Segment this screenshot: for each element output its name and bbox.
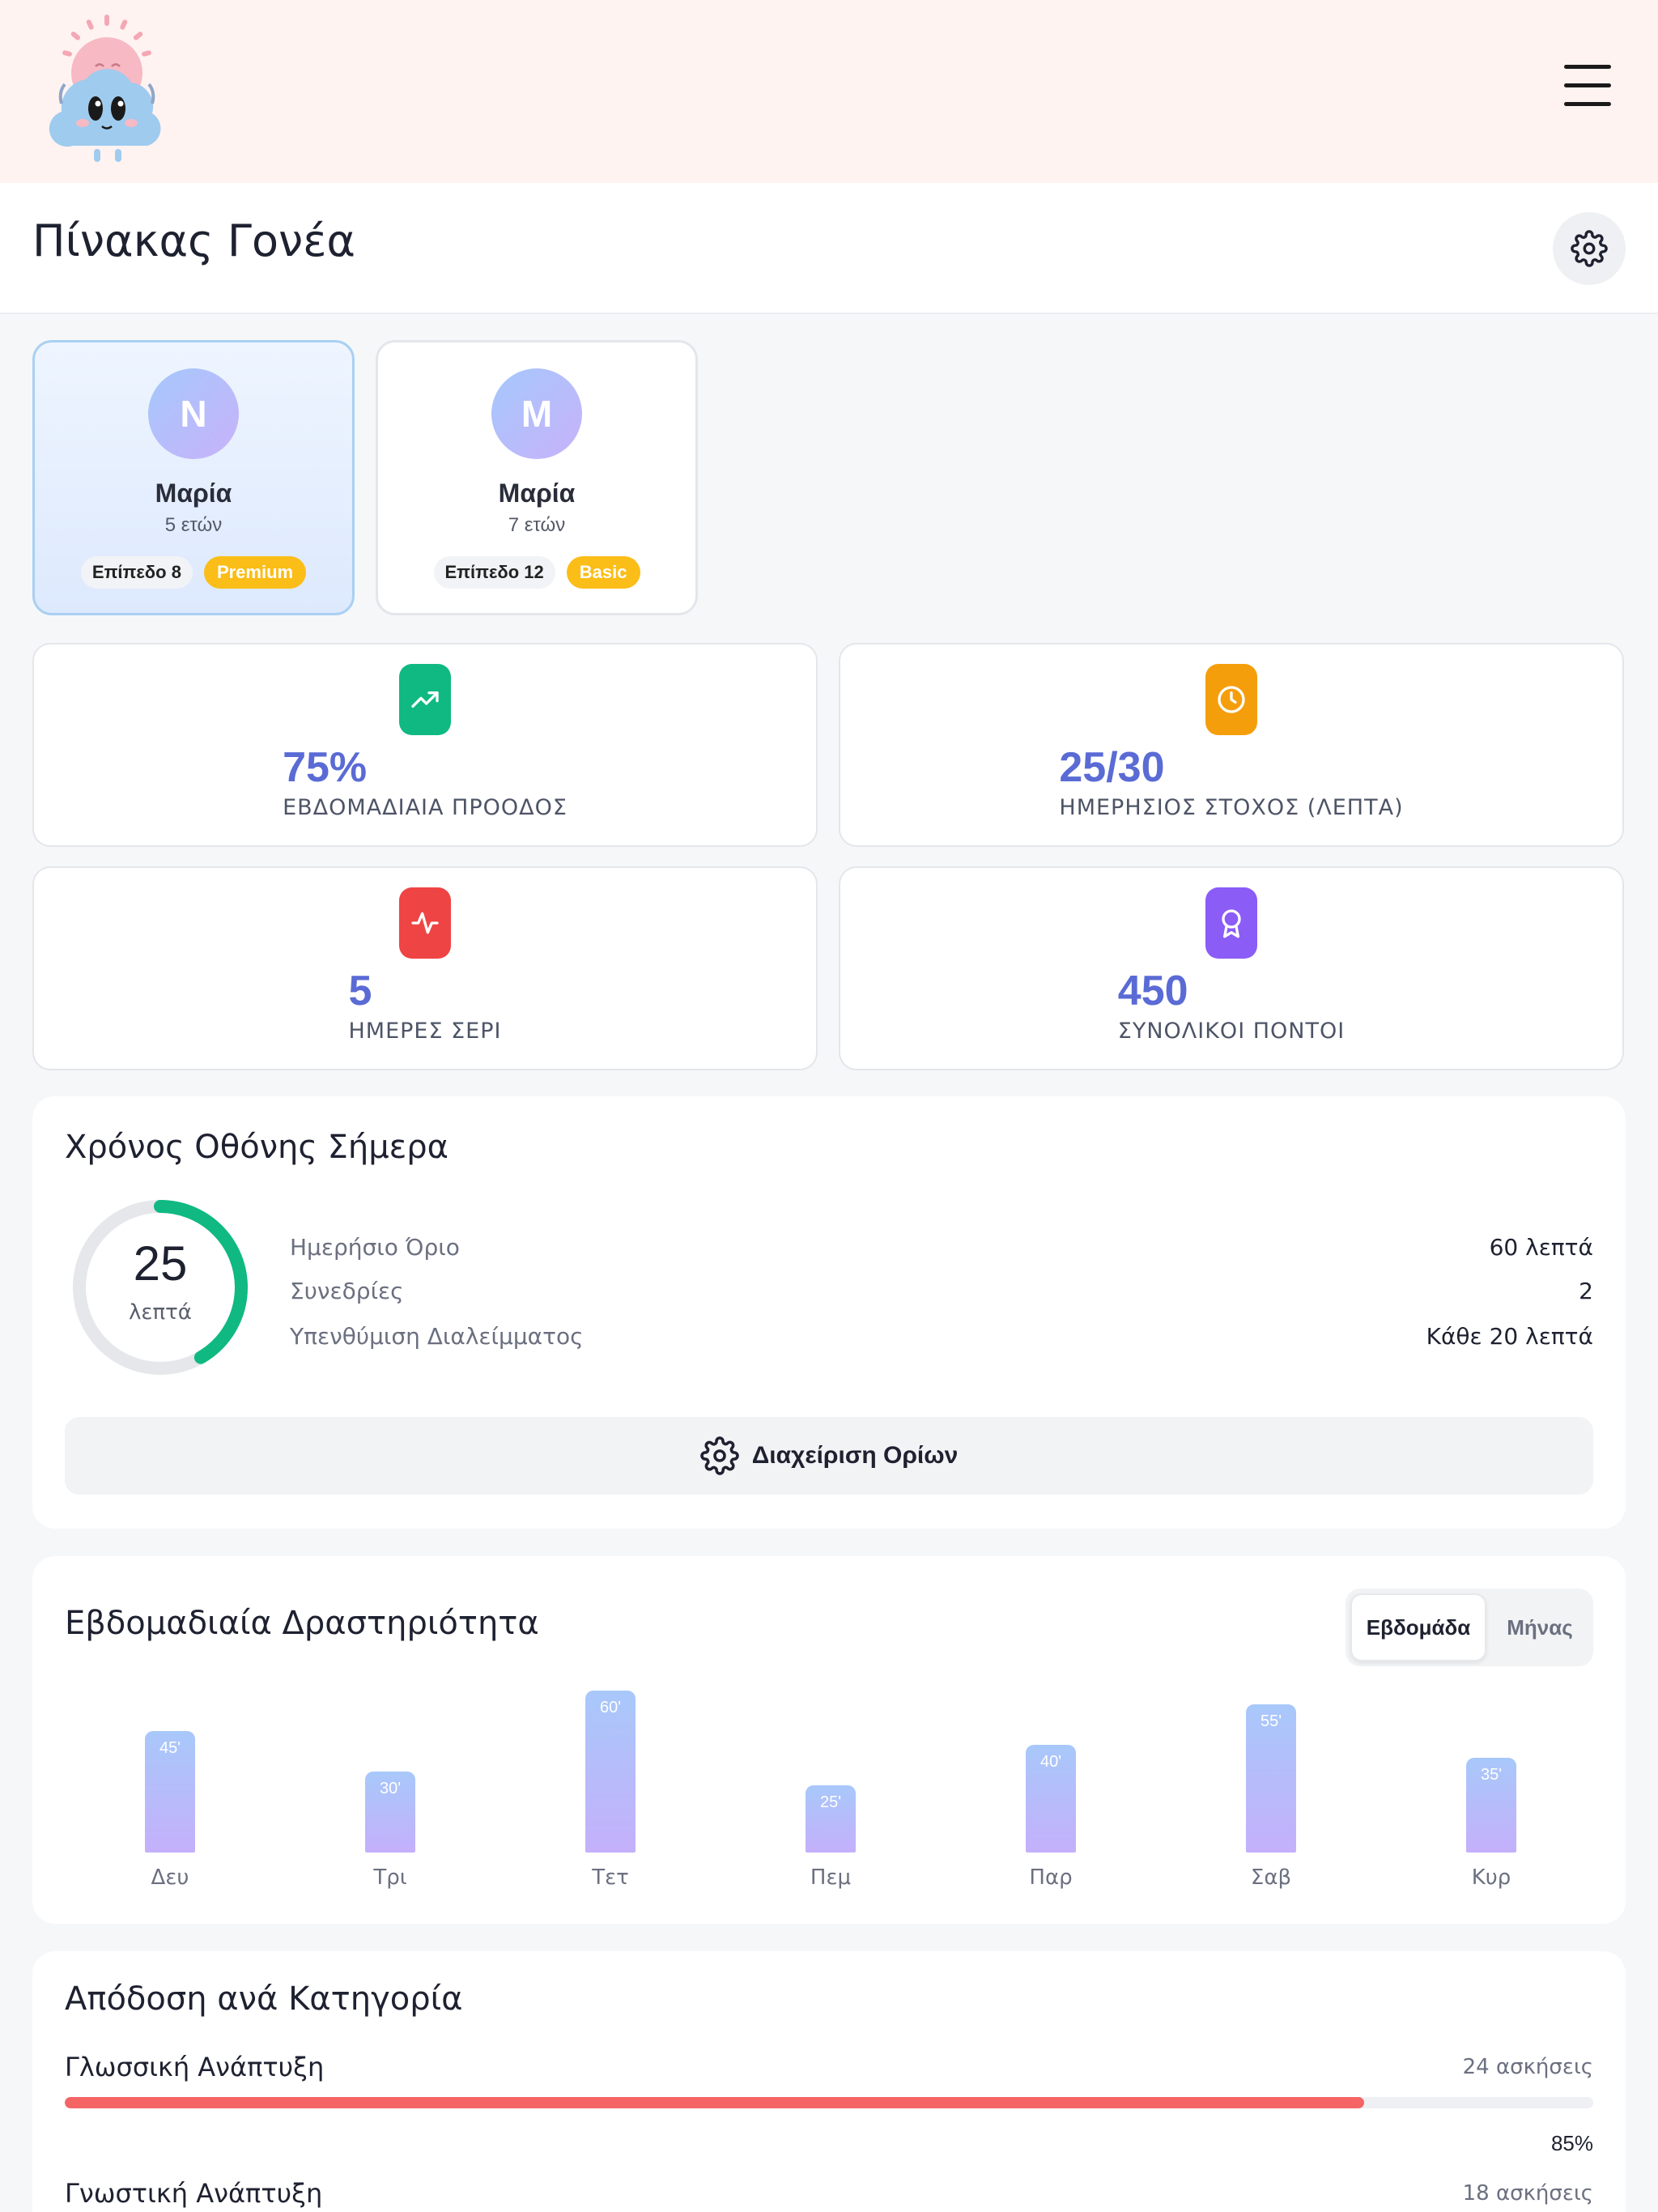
info-value: Κάθε 20 λεπτά [1426, 1323, 1593, 1350]
manage-limits-button[interactable]: Διαχείριση Ορίων [65, 1417, 1593, 1495]
category-name: Γλωσσική Ανάπτυξη [65, 2052, 325, 2082]
bar-Δευ: 45' [145, 1731, 195, 1853]
info-value: 2 [1579, 1278, 1593, 1304]
info-row-daily-limit: Ημερήσιο Όριο 60 λεπτά [290, 1234, 1593, 1274]
category-progress-track [65, 2097, 1593, 2108]
day-label: Δευ [151, 1865, 189, 1890]
weekly-activity-panel: Εβδομαδιαία Δραστηριότητα Εβδομάδα Μήνας… [32, 1556, 1626, 1924]
category-performance-panel: Απόδοση ανά Κατηγορία Γλωσσική Ανάπτυξη … [32, 1951, 1626, 2212]
stat-icon-bg [1205, 664, 1257, 735]
gear-icon [1571, 230, 1608, 267]
category-percent: 85% [1550, 2131, 1593, 2155]
avatar: M [491, 368, 582, 459]
clock-icon [1218, 686, 1245, 713]
screen-time-panel: Χρόνος Οθόνης Σήμερα 25 λεπτά Ημερήσιο Ό… [32, 1096, 1626, 1529]
bar-Πεμ: 25' [806, 1784, 856, 1853]
child-age: 7 ετών [508, 514, 566, 536]
page-header: Πίνακας Γονέα [0, 183, 1658, 314]
screen-time-unit: λεπτά [129, 1300, 192, 1325]
panel-title: Χρόνος Οθόνης Σήμερα [65, 1129, 449, 1166]
category-row-language: Γλωσσική Ανάπτυξη 24 ασκήσεις 85% [65, 2052, 1593, 2165]
category-name: Γνωστική Ανάπτυξη [65, 2178, 323, 2209]
day-label: Τρι [373, 1865, 407, 1890]
day-label: Πεμ [810, 1865, 852, 1890]
bar-Κυρ: 35' [1466, 1758, 1516, 1853]
info-label: Υπενθύμιση Διαλείμματος [290, 1323, 584, 1350]
trending-up-icon [411, 691, 439, 708]
gear-icon [699, 1436, 739, 1475]
stat-value: 5 [348, 968, 372, 1015]
stat-label: ΗΜΕΡΕΣ ΣΕΡΙ [348, 1019, 502, 1044]
stat-total-points: 450 ΣΥΝΟΛΙΚΟΙ ΠΟΝΤΟΙ [839, 866, 1624, 1070]
settings-button[interactable] [1553, 212, 1626, 285]
stat-streak-days: 5 ΗΜΕΡΕΣ ΣΕΡΙ [32, 866, 818, 1070]
info-label: Συνεδρίες [290, 1278, 404, 1304]
category-count: 18 ασκήσεις [1462, 2181, 1593, 2206]
stat-value: 25/30 [1059, 744, 1165, 791]
category-count: 24 ασκήσεις [1462, 2055, 1593, 2079]
panel-title: Εβδομαδιαία Δραστηριότητα [65, 1605, 539, 1642]
avatar: N [148, 368, 239, 459]
stat-icon-bg [1205, 887, 1257, 959]
stat-daily-goal: 25/30 ΗΜΕΡΗΣΙΟΣ ΣΤΟΧΟΣ (ΛΕΠΤΑ) [839, 643, 1624, 847]
child-name: Μαρία [498, 479, 576, 508]
bar-value-label: 30' [379, 1780, 402, 1797]
page-title: Πίνακας Γονέα [32, 215, 355, 266]
bar-Τετ: 60' [585, 1691, 636, 1853]
info-row-sessions: Συνεδρίες 2 [290, 1278, 1593, 1318]
day-label: Τετ [592, 1865, 629, 1890]
bar-value-label: 60' [599, 1699, 622, 1716]
bar-value-label: 35' [1480, 1766, 1503, 1784]
level-badge: Επίπεδο 12 [433, 556, 555, 589]
stat-value: 450 [1117, 968, 1188, 1015]
category-progress-fill [65, 2097, 1364, 2108]
child-age: 5 ετών [164, 514, 223, 536]
day-label: Παρ [1029, 1865, 1073, 1890]
top-bar [0, 0, 1658, 183]
stat-icon-bg [399, 664, 451, 735]
child-card-1[interactable]: N Μαρία 5 ετών Επίπεδο 8 Premium [32, 340, 355, 615]
toggle-week[interactable]: Εβδομάδα [1350, 1593, 1486, 1661]
screen-time-minutes: 25 [133, 1236, 188, 1291]
bar-value-label: 55' [1260, 1712, 1282, 1730]
manage-limits-label: Διαχείριση Ορίων [751, 1442, 959, 1469]
info-value: 60 λεπτά [1489, 1234, 1593, 1261]
bar-value-label: 45' [159, 1739, 181, 1757]
category-row-cognitive: Γνωστική Ανάπτυξη 18 ασκήσεις [65, 2178, 1593, 2212]
stat-label: ΣΥΝΟΛΙΚΟΙ ΠΟΝΤΟΙ [1117, 1019, 1346, 1044]
screen-time-ring: 25 λεπτά [70, 1197, 251, 1378]
bar-Παρ: 40' [1026, 1744, 1076, 1853]
bar-value-label: 25' [819, 1793, 842, 1811]
plan-badge: Basic [566, 556, 640, 589]
plan-badge: Premium [203, 556, 307, 589]
day-label: Σαβ [1250, 1865, 1292, 1890]
info-label: Ημερήσιο Όριο [290, 1234, 460, 1261]
child-name: Μαρία [155, 479, 232, 508]
menu-icon[interactable] [1564, 65, 1611, 107]
activity-icon [411, 912, 439, 934]
toggle-month[interactable]: Μήνας [1507, 1614, 1573, 1640]
award-icon [1222, 909, 1241, 938]
period-toggle: Εβδομάδα Μήνας [1346, 1589, 1593, 1666]
stat-icon-bg [399, 887, 451, 959]
day-label: Κυρ [1471, 1865, 1511, 1890]
stat-value: 75% [283, 744, 368, 791]
info-row-break-reminder: Υπενθύμιση Διαλείμματος Κάθε 20 λεπτά [290, 1323, 1593, 1363]
bar-Σαβ: 55' [1246, 1704, 1296, 1853]
bar-value-label: 40' [1039, 1752, 1062, 1771]
stat-label: ΗΜΕΡΗΣΙΟΣ ΣΤΟΧΟΣ (ΛΕΠΤΑ) [1059, 795, 1404, 820]
app-logo[interactable] [45, 13, 167, 167]
bar-Τρι: 30' [365, 1772, 415, 1853]
stat-label: ΕΒΔΟΜΑΔΙΑΙΑ ΠΡΟΟΔΟΣ [283, 795, 568, 820]
level-badge: Επίπεδο 8 [80, 556, 193, 589]
stat-weekly-progress: 75% ΕΒΔΟΜΑΔΙΑΙΑ ΠΡΟΟΔΟΣ [32, 643, 818, 847]
panel-title: Απόδοση ανά Κατηγορία [65, 1980, 463, 2018]
child-card-2[interactable]: M Μαρία 7 ετών Επίπεδο 12 Basic [376, 340, 698, 615]
